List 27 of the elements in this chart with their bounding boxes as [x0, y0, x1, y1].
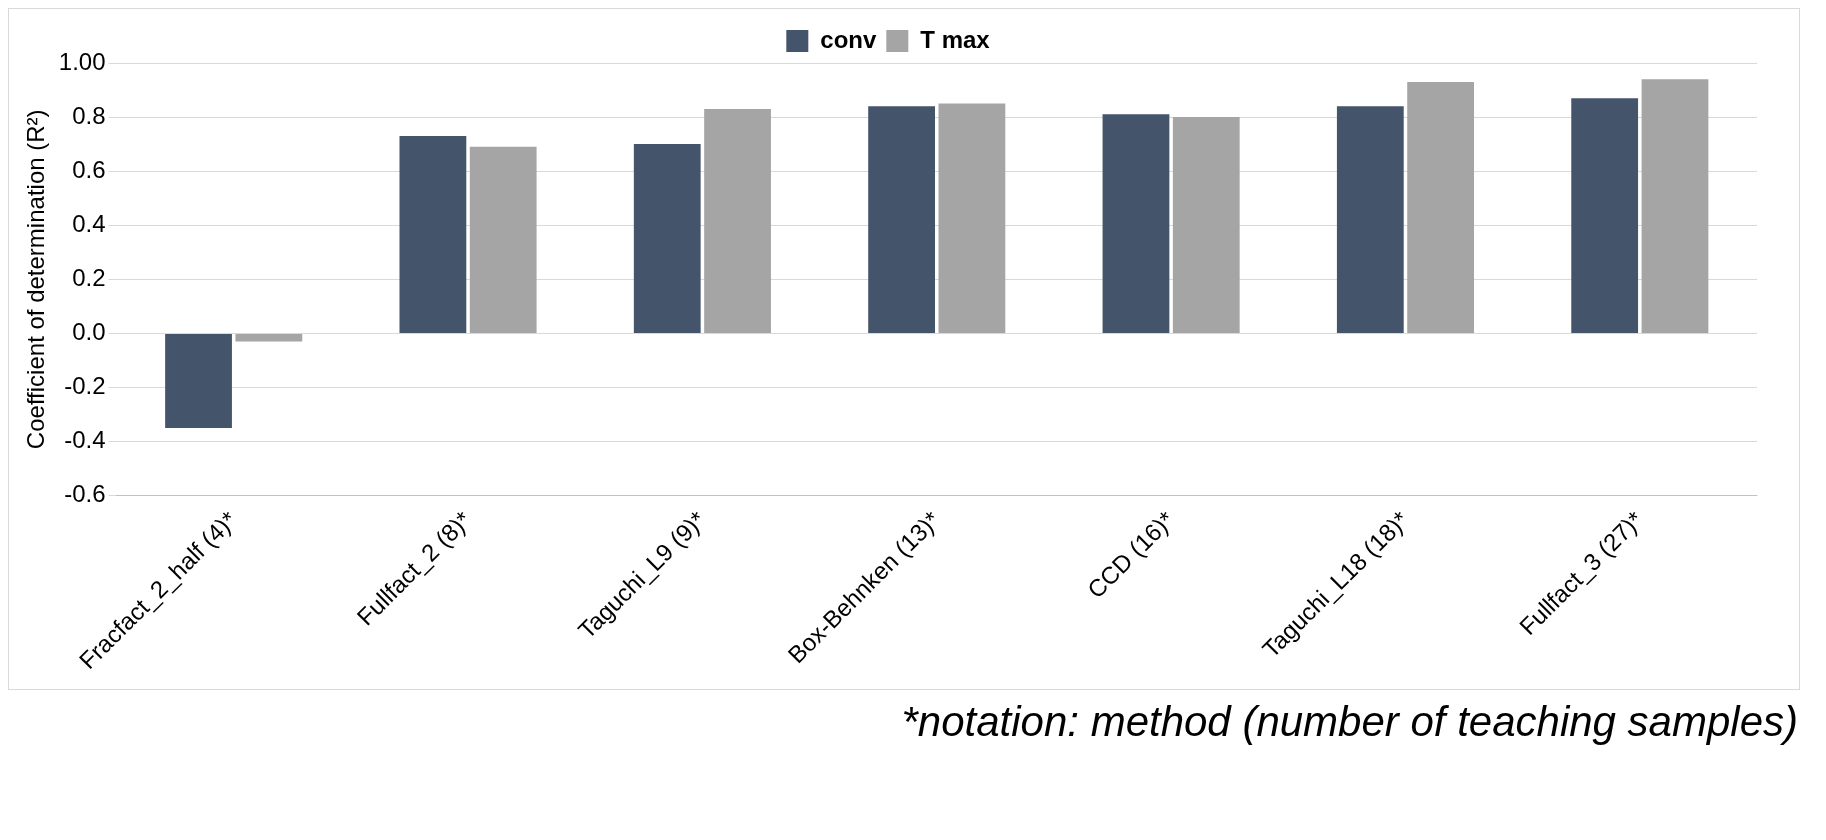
bar: [633, 144, 701, 333]
bar: [235, 333, 303, 342]
y-tick-label: 0.0: [72, 318, 106, 345]
bar: [868, 106, 935, 333]
bar: [1571, 98, 1639, 333]
bar: [1641, 79, 1709, 333]
bar: [469, 146, 537, 333]
bar: [704, 108, 771, 333]
y-tick-label: 0.6: [72, 155, 106, 183]
y-tick-label: 0.2: [72, 263, 106, 291]
y-tick-label: -0.2: [64, 372, 106, 400]
bar: [938, 103, 1006, 333]
bar: [1102, 114, 1170, 333]
bar: [1336, 106, 1404, 333]
bar: [399, 136, 467, 333]
bar: [165, 333, 232, 429]
y-tick-label: 0.8: [72, 101, 106, 129]
y-tick-label: -0.6: [64, 480, 106, 508]
y-axis-title: Coefficient of determination (R²): [22, 109, 50, 450]
y-tick-label: 1.00: [58, 47, 106, 75]
text: *notation: method (number of teaching samples): [900, 698, 1798, 746]
legend-label: T max: [920, 25, 991, 53]
y-tick-label: 0.4: [72, 209, 106, 237]
bar: [1172, 117, 1240, 333]
y-tick-label: -0.4: [64, 426, 106, 454]
legend-label: conv: [820, 25, 877, 53]
bar: [1407, 81, 1475, 333]
